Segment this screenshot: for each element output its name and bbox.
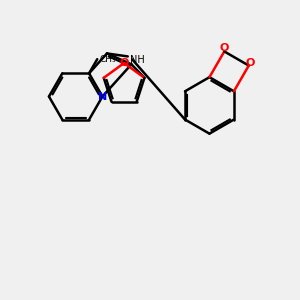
Text: CH₃: CH₃ [100,55,116,64]
Text: O: O [246,58,255,68]
Text: NH: NH [130,55,145,65]
Text: O: O [119,58,129,68]
Text: O: O [220,44,229,53]
Text: N: N [98,92,107,101]
